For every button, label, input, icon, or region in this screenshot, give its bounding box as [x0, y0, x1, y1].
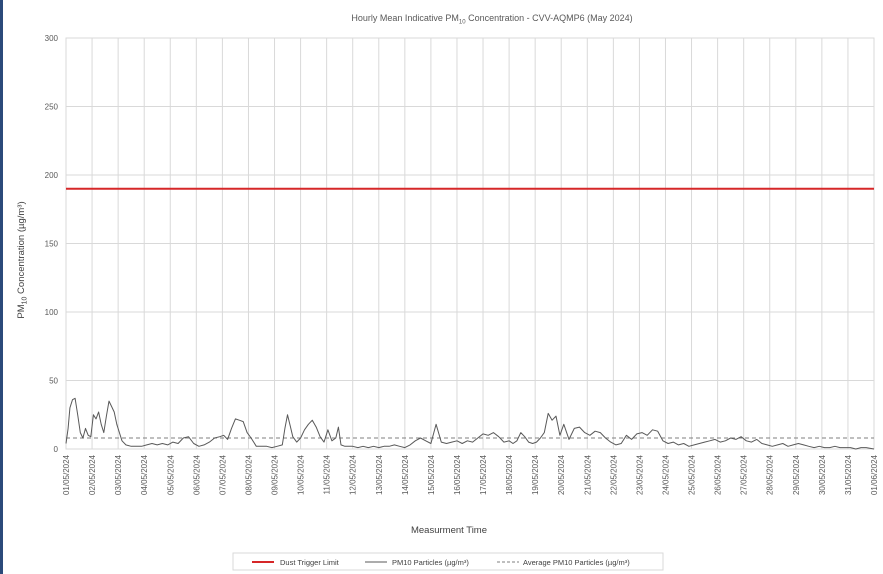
x-tick-label: 15/05/2024 — [427, 454, 436, 495]
x-axis-title: Measurment Time — [411, 525, 487, 536]
x-tick-label: 10/05/2024 — [297, 454, 306, 495]
x-tick-label: 22/05/2024 — [609, 454, 618, 495]
x-tick-label: 03/05/2024 — [114, 454, 123, 495]
chart-title: Hourly Mean Indicative PM10 Concentratio… — [351, 13, 632, 26]
y-tick-label: 150 — [45, 240, 59, 249]
x-tick-label: 16/05/2024 — [453, 454, 462, 495]
x-tick-label: 06/05/2024 — [192, 454, 201, 495]
legend-box — [232, 552, 664, 571]
x-tick-label: 11/05/2024 — [323, 454, 332, 494]
x-tick-label: 31/05/2024 — [844, 454, 853, 495]
y-tick-label: 250 — [45, 103, 59, 112]
y-axis-ticks: 0 50 100 150 200 250 300 — [45, 34, 59, 454]
x-tick-label: 07/05/2024 — [218, 454, 227, 495]
legend: Dust Trigger Limit PM10 Particles (µg/m³… — [232, 552, 664, 571]
gridlines — [65, 37, 875, 450]
y-tick-label: 300 — [45, 34, 59, 43]
x-tick-label: 30/05/2024 — [818, 454, 827, 495]
x-tick-label: 27/05/2024 — [740, 454, 749, 495]
y-axis-title: PM10 Concentration (µg/m³) — [16, 201, 29, 318]
y-tick-label: 200 — [45, 171, 59, 180]
legend-label-average: Average PM10 Particles (µg/m³) — [523, 558, 630, 567]
x-tick-label: 21/05/2024 — [583, 454, 592, 495]
x-tick-label: 02/05/2024 — [88, 454, 97, 495]
y-tick-label: 50 — [49, 377, 58, 386]
x-tick-label: 23/05/2024 — [635, 454, 644, 495]
series-layer — [65, 187, 875, 450]
x-tick-label: 04/05/2024 — [140, 454, 149, 495]
x-tick-label: 05/05/2024 — [166, 454, 175, 495]
left-border — [0, 0, 3, 574]
x-tick-label: 29/05/2024 — [792, 454, 801, 495]
x-tick-label: 25/05/2024 — [688, 454, 697, 495]
y-tick-label: 0 — [54, 445, 59, 454]
legend-label-pm10: PM10 Particles (µg/m³) — [392, 558, 469, 567]
x-tick-label: 01/05/2024 — [62, 454, 71, 495]
x-tick-label: 17/05/2024 — [479, 454, 488, 495]
x-tick-label: 09/05/2024 — [271, 454, 280, 495]
x-axis-ticks: 01/05/2024 02/05/2024 03/05/2024 04/05/2024… — [62, 454, 879, 495]
x-tick-label: 19/05/2024 — [531, 454, 540, 495]
x-tick-label: 20/05/2024 — [557, 454, 566, 495]
x-tick-label: 13/05/2024 — [375, 454, 384, 495]
x-tick-label: 18/05/2024 — [505, 454, 514, 495]
pm10-particles-line — [65, 397, 875, 450]
x-tick-label: 24/05/2024 — [661, 454, 670, 495]
x-tick-label: 08/05/2024 — [244, 454, 253, 495]
x-tick-label: 12/05/2024 — [349, 454, 358, 495]
x-tick-label: 26/05/2024 — [714, 454, 723, 495]
x-tick-label: 01/06/2024 — [870, 454, 879, 495]
x-tick-label: 28/05/2024 — [766, 454, 775, 495]
y-tick-label: 100 — [45, 308, 59, 317]
legend-label-dust-trigger: Dust Trigger Limit — [280, 558, 340, 567]
x-tick-label: 14/05/2024 — [401, 454, 410, 495]
